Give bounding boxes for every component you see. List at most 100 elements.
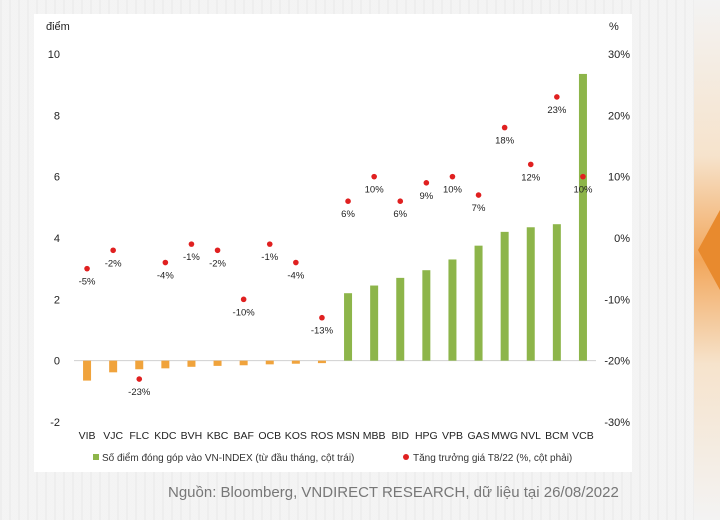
category-label-kos: KOS <box>285 430 307 442</box>
growth-label-msn: 6% <box>341 209 355 220</box>
category-label-gas: GAS <box>467 430 489 442</box>
growth-dot-mbb <box>371 173 377 180</box>
growth-dot-vjc <box>110 247 116 254</box>
growth-dot-bvh <box>188 241 195 247</box>
growth-dot-kdc <box>162 259 169 266</box>
growth-label-gas: 7% <box>472 203 486 214</box>
growth-label-baf: -10% <box>233 307 256 318</box>
growth-dot-bid <box>397 198 404 204</box>
right-tick-label: 20% <box>608 110 630 122</box>
category-label-flc: FLC <box>129 430 149 442</box>
growth-label-mwg: 18% <box>495 136 515 147</box>
bar-kbc <box>213 360 222 366</box>
left-axis-label: điểm <box>46 21 70 33</box>
category-label-vjc: VJC <box>103 430 123 442</box>
left-tick-label: 2 <box>54 294 60 306</box>
right-tick-label: 0% <box>614 233 630 245</box>
bar-vjc <box>109 360 118 373</box>
category-label-nvl: NVL <box>521 430 542 442</box>
legend: Số điểm đóng góp vào VN-INDEX (từ đầu th… <box>93 452 572 464</box>
growth-dot-hpg <box>423 180 430 186</box>
category-label-vcb: VCB <box>572 430 594 442</box>
category-label-msn: MSN <box>336 430 359 442</box>
growth-label-flc: -23% <box>128 387 151 398</box>
growth-dot-vib <box>84 265 90 272</box>
side-arrow-icon <box>698 210 720 290</box>
left-tick-label: 10 <box>48 49 60 61</box>
category-label-bvh: BVH <box>181 430 203 442</box>
bar-hpg <box>422 270 431 361</box>
bar-ocb <box>265 360 274 365</box>
category-label-ocb: OCB <box>258 430 281 442</box>
category-label-vpb: VPB <box>442 430 463 442</box>
right-axis-label: % <box>609 21 619 33</box>
category-label-hpg: HPG <box>415 430 438 442</box>
bar-kos <box>291 360 300 364</box>
left-tick-label: -2 <box>50 417 60 429</box>
growth-dot-vpb <box>449 173 456 180</box>
category-label-ros: ROS <box>311 430 334 442</box>
bar-mwg <box>500 231 509 361</box>
bar-gas <box>474 245 483 361</box>
bar-ros <box>317 360 326 364</box>
category-label-kbc: KBC <box>207 430 229 442</box>
category-label-kdc: KDC <box>154 430 177 442</box>
legend-dot-swatch <box>403 454 409 460</box>
bar-nvl <box>526 227 535 361</box>
growth-label-bcm: 23% <box>547 105 567 116</box>
chart-panel: điểm % 10 8 6 4 2 0 -2 30% 20% 10% 0% -10% -20% -30%… <box>34 14 632 472</box>
category-label-bid: BID <box>391 430 409 442</box>
growth-label-kos: -4% <box>287 271 304 282</box>
growth-dot-flc <box>136 376 143 382</box>
left-tick-label: 8 <box>54 110 60 122</box>
bar-bvh <box>187 360 196 367</box>
growth-label-vib: -5% <box>79 277 96 288</box>
bar-bid <box>396 277 405 361</box>
growth-label-vcb: 10% <box>573 185 593 196</box>
growth-label-kdc: -4% <box>157 271 174 282</box>
bar-msn <box>344 293 353 361</box>
chart-svg: điểm % 10 8 6 4 2 0 -2 30% 20% 10% 0% -10% -20% -30%… <box>46 21 630 464</box>
category-label-baf: BAF <box>233 430 253 442</box>
bar-mbb <box>370 285 379 361</box>
right-tick-label: -10% <box>604 294 630 306</box>
source-note: Nguồn: Bloomberg, VNDIRECT RESEARCH, dữ … <box>168 484 619 501</box>
growth-label-ocb: -1% <box>261 252 278 263</box>
growth-dot-kos <box>293 259 299 266</box>
growth-label-hpg: 9% <box>419 191 433 202</box>
growth-dot-baf <box>240 296 247 303</box>
growth-dot-ros <box>319 314 325 321</box>
bar-bcm <box>552 224 561 361</box>
growth-dot-ocb <box>266 241 273 247</box>
growth-dot-bcm <box>554 94 560 100</box>
legend-dot-label: Tăng trưởng giá T8/22 (%, cột phải) <box>413 452 572 464</box>
growth-label-vpb: 10% <box>443 185 463 196</box>
bar-kdc <box>161 360 170 369</box>
growth-label-vjc: -2% <box>105 258 122 269</box>
growth-dot-vcb <box>580 173 586 180</box>
left-tick-label: 4 <box>54 233 60 245</box>
right-tick-label: 30% <box>608 49 630 61</box>
growth-dot-kbc <box>214 247 221 254</box>
left-tick-label: 6 <box>54 172 60 184</box>
bar-flc <box>135 360 144 370</box>
growth-dot-nvl <box>527 161 534 168</box>
right-tick-label: 10% <box>608 172 630 184</box>
growth-label-ros: -13% <box>311 326 334 337</box>
left-tick-label: 0 <box>54 356 60 368</box>
growth-dot-gas <box>475 192 482 198</box>
bar-baf <box>239 360 248 366</box>
category-label-mbb: MBB <box>363 430 386 442</box>
right-tick-label: -30% <box>604 417 630 429</box>
growth-dot-msn <box>345 198 351 204</box>
category-label-bcm: BCM <box>545 430 568 442</box>
bar-vcb <box>578 73 587 361</box>
growth-label-bvh: -1% <box>183 252 200 263</box>
growth-label-nvl: 12% <box>521 172 541 183</box>
category-label-vib: VIB <box>79 430 96 442</box>
bar-vib <box>83 360 92 381</box>
right-tick-label: -20% <box>604 356 630 368</box>
growth-label-mbb: 10% <box>365 185 385 196</box>
growth-dot-mwg <box>501 124 508 131</box>
bar-vpb <box>448 259 457 361</box>
